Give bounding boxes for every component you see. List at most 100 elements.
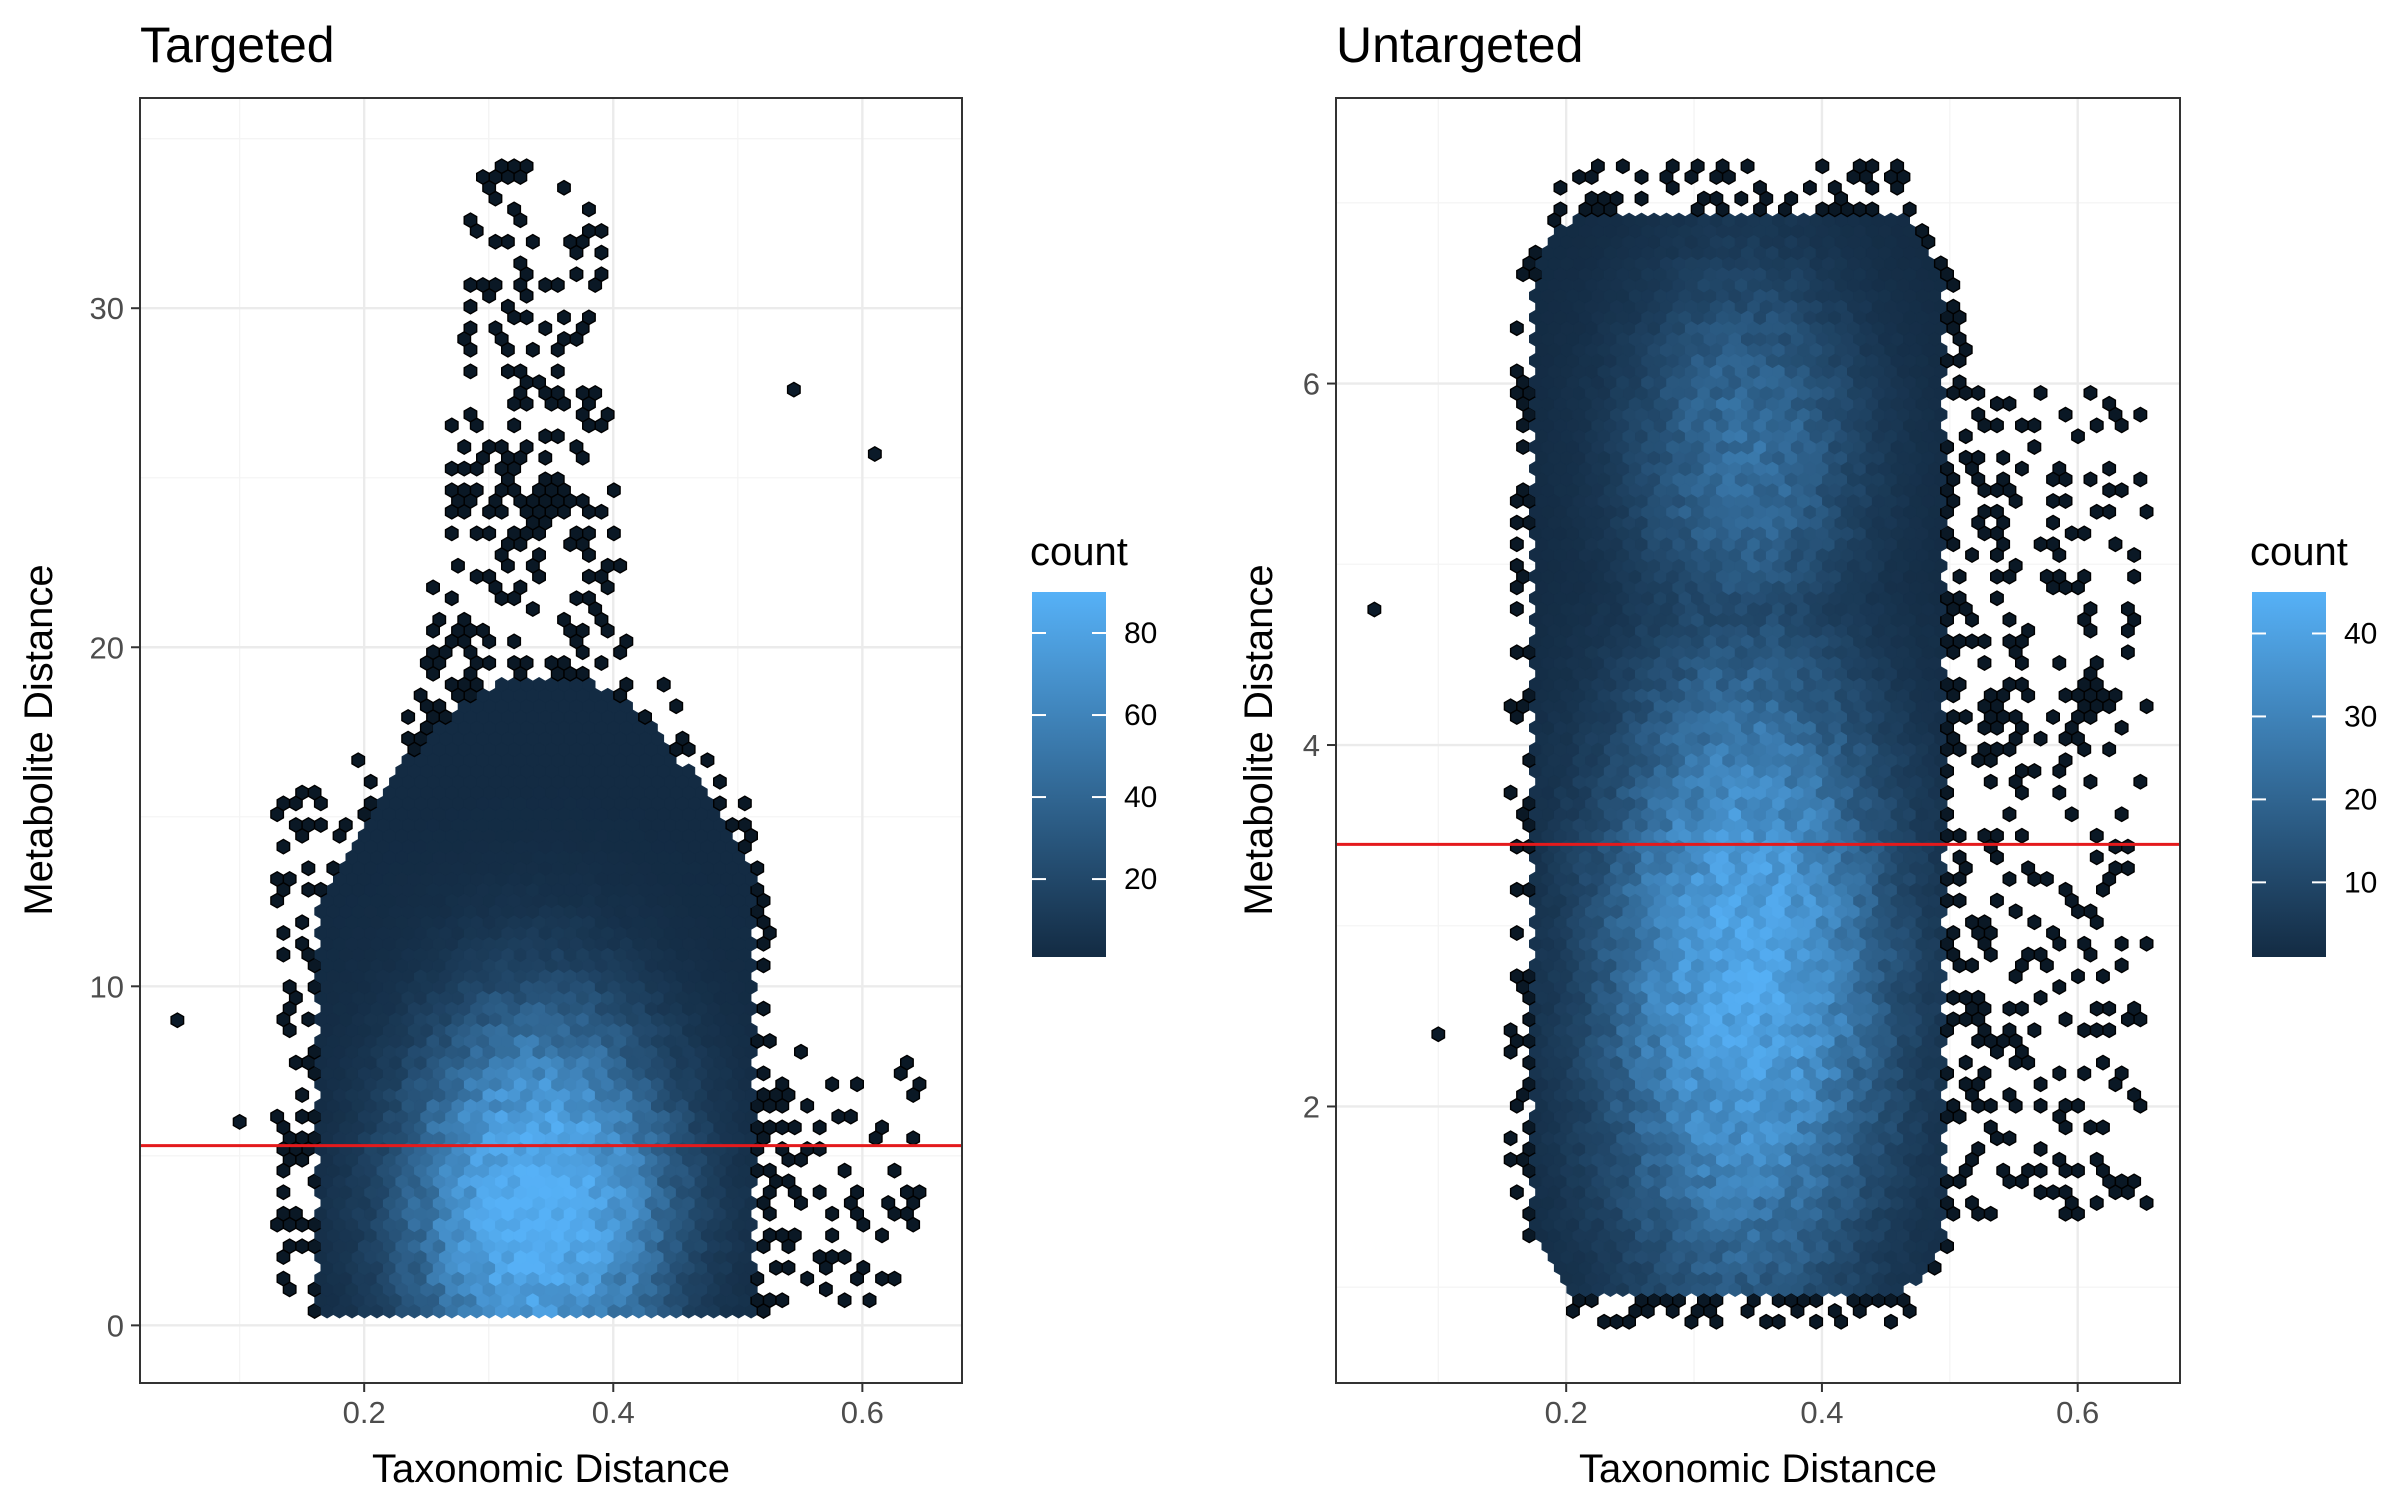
hexbin-cell bbox=[276, 838, 291, 855]
hexbin-cell bbox=[862, 1292, 877, 1309]
hexbin-cell bbox=[2077, 1065, 2092, 1082]
hexbin-cell bbox=[775, 1076, 790, 1093]
hexbin-cell bbox=[501, 298, 515, 315]
hexbin-cell bbox=[532, 374, 546, 391]
hexbin-cell bbox=[276, 1270, 291, 1287]
hexbin-cell bbox=[2002, 870, 2017, 888]
hexbin-cell bbox=[432, 698, 447, 715]
hexbin-cell bbox=[837, 1292, 852, 1309]
hexbin-cell bbox=[2002, 1022, 2017, 1039]
hexbin-cell bbox=[557, 654, 571, 672]
hexbin-cell bbox=[800, 1140, 815, 1158]
hexbin-cell bbox=[2120, 644, 2135, 661]
hexbin-cell bbox=[2071, 1097, 2085, 1114]
hexbin-cell bbox=[2052, 654, 2067, 672]
hexbin-cell bbox=[2127, 1173, 2142, 1190]
hexbin-cell bbox=[2095, 968, 2110, 985]
hexbin-cell bbox=[2002, 611, 2017, 628]
hexbin-cell bbox=[313, 881, 328, 898]
hexbin-cell bbox=[850, 1076, 864, 1093]
hexbin-cell bbox=[1509, 924, 1524, 942]
hexbin-cell bbox=[513, 363, 528, 380]
hexbin-cell bbox=[507, 633, 522, 650]
hexbin-cell bbox=[2114, 1065, 2129, 1082]
hexbin-cell bbox=[2058, 687, 2073, 704]
hexbin-cell bbox=[482, 525, 497, 542]
hexbin-cell bbox=[307, 784, 322, 801]
hexbin-cell bbox=[513, 255, 528, 272]
hexbin-cell bbox=[538, 471, 553, 488]
hexbin-cell bbox=[1952, 827, 1967, 844]
hexbin-cell bbox=[288, 1054, 303, 1071]
hexbin-cell bbox=[494, 158, 509, 175]
hexbin-cell bbox=[1509, 1184, 1524, 1201]
hexbin-cell bbox=[295, 1108, 310, 1125]
hexbin-cell bbox=[1989, 590, 2004, 607]
hexbin-cell bbox=[519, 438, 534, 456]
hexbin-cell bbox=[2064, 806, 2079, 823]
legend-tick-label: 40 bbox=[1124, 781, 1157, 814]
hexbin-cell bbox=[569, 438, 584, 456]
hexbin-cell bbox=[2139, 698, 2154, 715]
hexbin-cell bbox=[488, 276, 503, 294]
hexbin-cell bbox=[2052, 568, 2067, 585]
hexbin-cell bbox=[544, 654, 559, 672]
colorbar-targeted bbox=[1032, 592, 1106, 957]
panel-title-untargeted: Untargeted bbox=[1336, 17, 1583, 73]
hexbin-cell bbox=[762, 1227, 777, 1244]
hexbin-cell bbox=[1946, 1097, 1961, 1114]
hexbin-cell bbox=[482, 654, 497, 672]
hexbin-cell bbox=[825, 1227, 840, 1244]
hexbin-cell bbox=[2008, 557, 2023, 574]
hexbin-cell bbox=[2046, 536, 2061, 553]
hexbin-cell bbox=[775, 1292, 790, 1309]
hexbin-cell bbox=[1597, 1313, 1612, 1330]
hexbin-cell bbox=[575, 384, 590, 402]
hexbin-cell bbox=[1509, 600, 1524, 618]
hexbin-cell bbox=[2108, 536, 2123, 553]
hexbin-cell bbox=[363, 795, 378, 812]
hexbin-cell bbox=[295, 914, 310, 931]
hexbin-cell bbox=[482, 438, 497, 456]
hexbin-cell bbox=[507, 158, 522, 175]
hexbin-cell bbox=[2046, 708, 2061, 726]
hexbin-cell bbox=[2052, 1151, 2067, 1168]
hexbin-cell bbox=[2002, 1086, 2017, 1104]
hexbin-cell bbox=[1996, 1162, 2011, 1179]
hexbin-cell bbox=[1958, 1054, 1973, 1071]
hexbin-cell bbox=[1965, 914, 1979, 931]
hexbin-cell bbox=[619, 633, 634, 650]
hexbin-cell bbox=[912, 1076, 927, 1093]
hexbin-cell bbox=[669, 698, 684, 715]
hexbin-cell bbox=[725, 816, 740, 834]
hexbin-cell bbox=[1503, 1022, 1518, 1039]
hexbin-cell bbox=[756, 1065, 771, 1082]
hexbin-cell bbox=[2033, 1076, 2048, 1093]
hexbin-cell bbox=[1977, 1065, 1992, 1082]
hexbin-cell bbox=[887, 1270, 902, 1287]
hexbin-cell bbox=[276, 924, 291, 942]
hexbin-cell bbox=[1509, 968, 1524, 985]
hexbin-cell bbox=[525, 341, 540, 358]
hexbin-cell bbox=[463, 212, 478, 229]
hexbin-cell bbox=[501, 233, 515, 250]
hexbin-cell bbox=[756, 1086, 771, 1104]
hexbin-cell bbox=[538, 449, 553, 466]
hexbin-cell bbox=[444, 460, 459, 477]
hexbin-cell bbox=[1965, 957, 1979, 974]
hexbin-cell bbox=[2102, 1022, 2117, 1039]
hexbin-cell bbox=[2127, 1000, 2142, 1017]
panel-border-targeted bbox=[139, 97, 963, 1384]
hexbin-cell bbox=[2102, 741, 2117, 758]
hexbin-cell bbox=[2002, 806, 2017, 823]
hexbin-cell bbox=[557, 309, 571, 326]
hexbin-cell bbox=[575, 622, 590, 639]
hexbin-cell bbox=[2058, 1184, 2073, 1201]
hexbin-cell bbox=[2014, 676, 2029, 693]
hexbin-cell bbox=[2108, 838, 2123, 855]
hexbin-cell bbox=[1977, 914, 1992, 931]
hexbin-cell bbox=[800, 1097, 815, 1114]
hexbin-cell bbox=[2033, 1184, 2048, 1201]
hexbin-cell bbox=[463, 363, 478, 380]
hexbin-cell bbox=[2089, 1000, 2104, 1017]
